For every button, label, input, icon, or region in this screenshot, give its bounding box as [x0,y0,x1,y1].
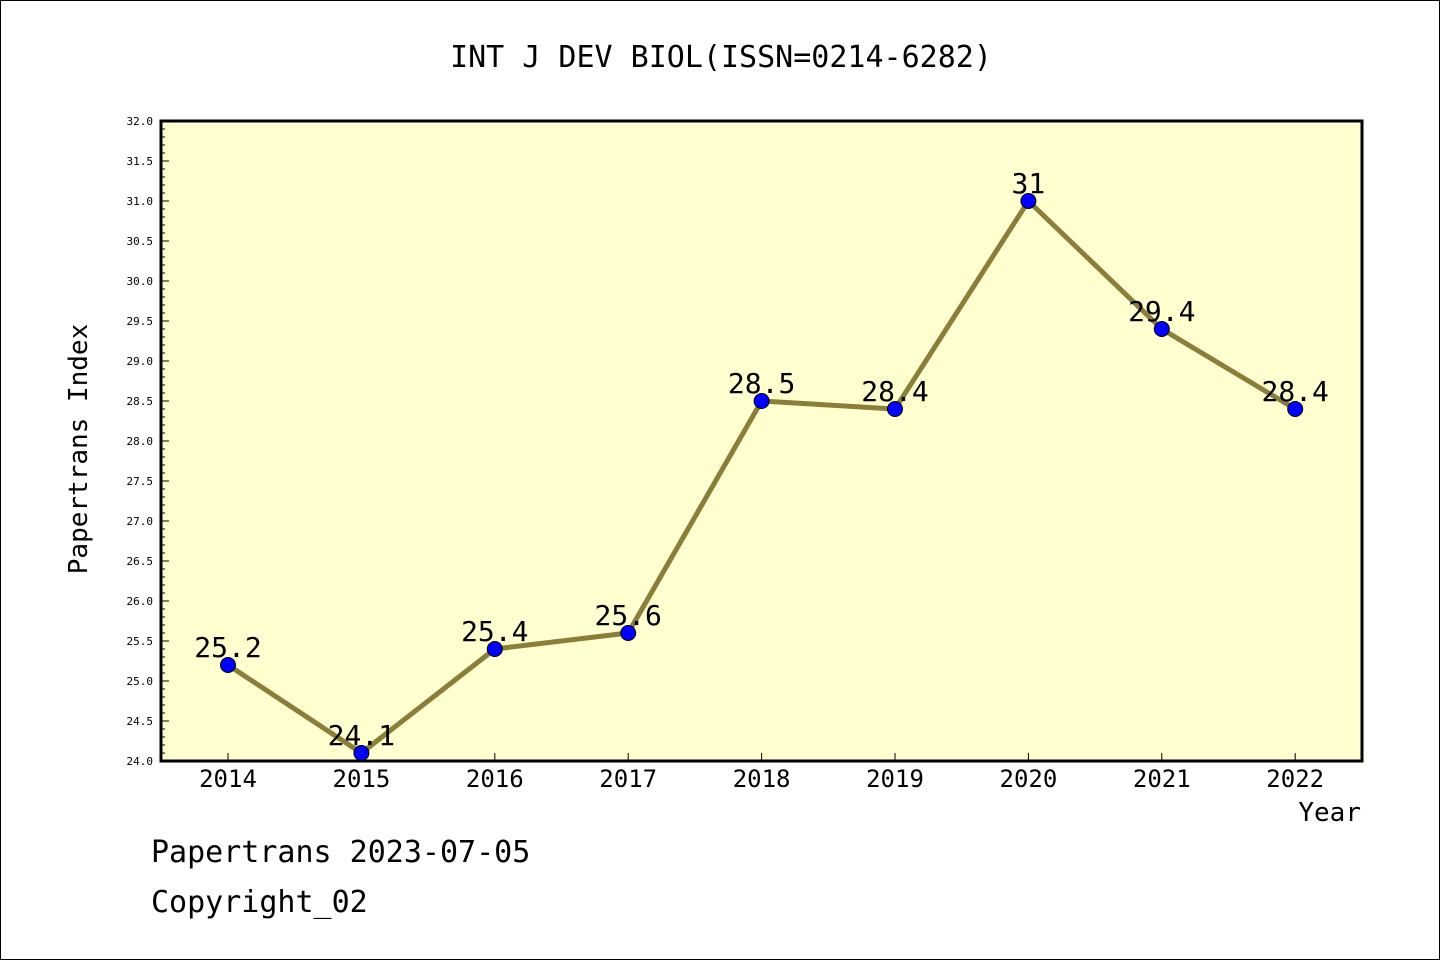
y-tick-label: 26.0 [127,595,154,608]
x-tick-label: 2018 [733,765,791,793]
y-tick-label: 26.5 [127,555,154,568]
x-tick-label: 2019 [866,765,924,793]
data-point-2021 [1153,321,1170,337]
y-tick-label: 27.0 [127,515,154,528]
data-label-2017: 25.6 [594,599,661,632]
data-point-2015 [353,745,370,761]
data-label-2019: 28.4 [861,375,928,408]
y-axis-label: Papertrans Index [64,324,94,574]
y-tick-label: 30.5 [127,235,154,248]
data-label-2018: 28.5 [728,367,795,400]
data-point-2018 [753,393,770,409]
data-labels: 25.2 24.1 25.4 25.6 28.5 28.4 31 29.4 28.4 [194,167,1329,752]
y-axis: 24.0 24.5 25.0 25.5 26.0 26.5 27.0 27.5 28.0 28.5… [127,115,169,768]
x-tick-label: 2021 [1133,765,1191,793]
chart-title: INT J DEV BIOL(ISSN=0214-6282) [450,40,992,75]
x-tick-label: 2020 [1000,765,1058,793]
x-tick-label: 2014 [199,765,257,793]
x-axis-label: Year [1298,798,1361,828]
data-label-2014: 25.2 [194,631,261,664]
y-tick-label: 28.5 [127,395,154,408]
y-tick-label: 25.5 [127,635,154,648]
y-tick-label: 24.5 [127,715,154,728]
data-label-2021: 29.4 [1128,295,1195,328]
y-tick-label: 24.0 [127,755,154,768]
footer-copyright: Copyright_02 [151,885,368,920]
data-label-2015: 24.1 [328,719,395,752]
y-tick-label: 31.0 [127,195,154,208]
y-tick-label: 32.0 [127,115,154,128]
y-tick-label: 27.5 [127,475,154,488]
data-point-2020 [1020,193,1037,209]
y-tick-label: 28.0 [127,435,154,448]
y-tick-label: 31.5 [127,155,154,168]
y-tick-label: 30.0 [127,275,154,288]
data-point-2019 [887,401,903,417]
y-tick-label: 29.0 [127,355,154,368]
x-tick-label: 2022 [1266,765,1324,793]
y-tick-label: 29.5 [127,315,154,328]
data-point-2017 [620,625,637,641]
plot-area [159,119,1364,763]
x-tick-label: 2016 [466,765,524,793]
data-point-2016 [486,641,503,657]
data-label-2022: 28.4 [1261,375,1328,408]
data-label-2016: 25.4 [461,615,528,648]
series-papertrans-index [220,193,1304,761]
data-point-2022 [1287,401,1304,417]
x-tick-label: 2015 [333,765,391,793]
x-tick-label: 2017 [599,765,657,793]
data-point-2014 [220,657,236,673]
y-tick-label: 25.0 [127,675,154,688]
x-axis: 2014 2015 2016 2017 2018 2019 2020 2021 2022 [199,753,1324,793]
data-label-2020: 31 [1012,167,1046,200]
footer-date: Papertrans 2023-07-05 [151,835,531,870]
